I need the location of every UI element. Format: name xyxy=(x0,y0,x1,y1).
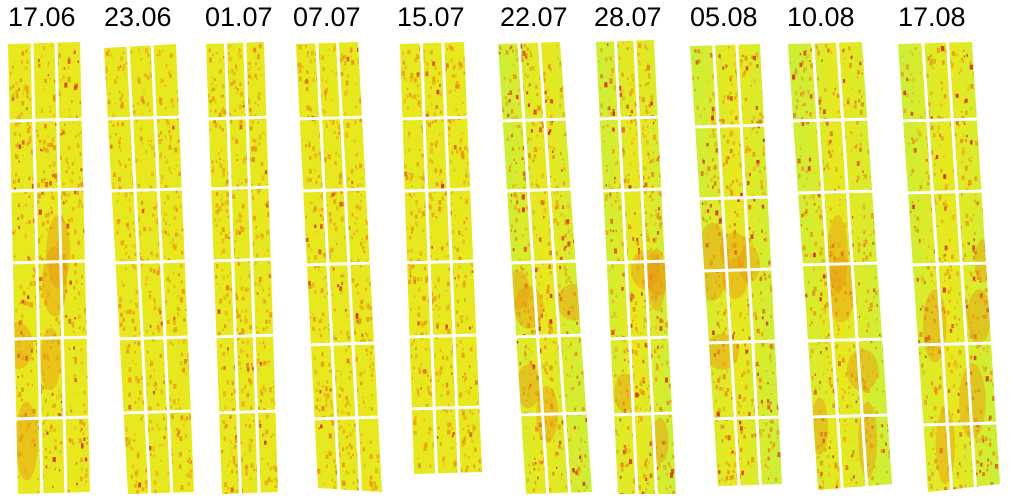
date-label: 05.08 xyxy=(690,2,758,32)
date-label: 22.07 xyxy=(500,2,568,32)
date-label: 17.06 xyxy=(8,2,76,32)
date-label: 15.07 xyxy=(397,2,465,32)
date-label: 07.07 xyxy=(293,2,361,32)
date-label: 23.06 xyxy=(104,2,172,32)
date-label: 10.08 xyxy=(787,2,855,32)
date-label: 01.07 xyxy=(205,2,273,32)
date-label: 28.07 xyxy=(594,2,662,32)
date-label: 17.08 xyxy=(898,2,966,32)
